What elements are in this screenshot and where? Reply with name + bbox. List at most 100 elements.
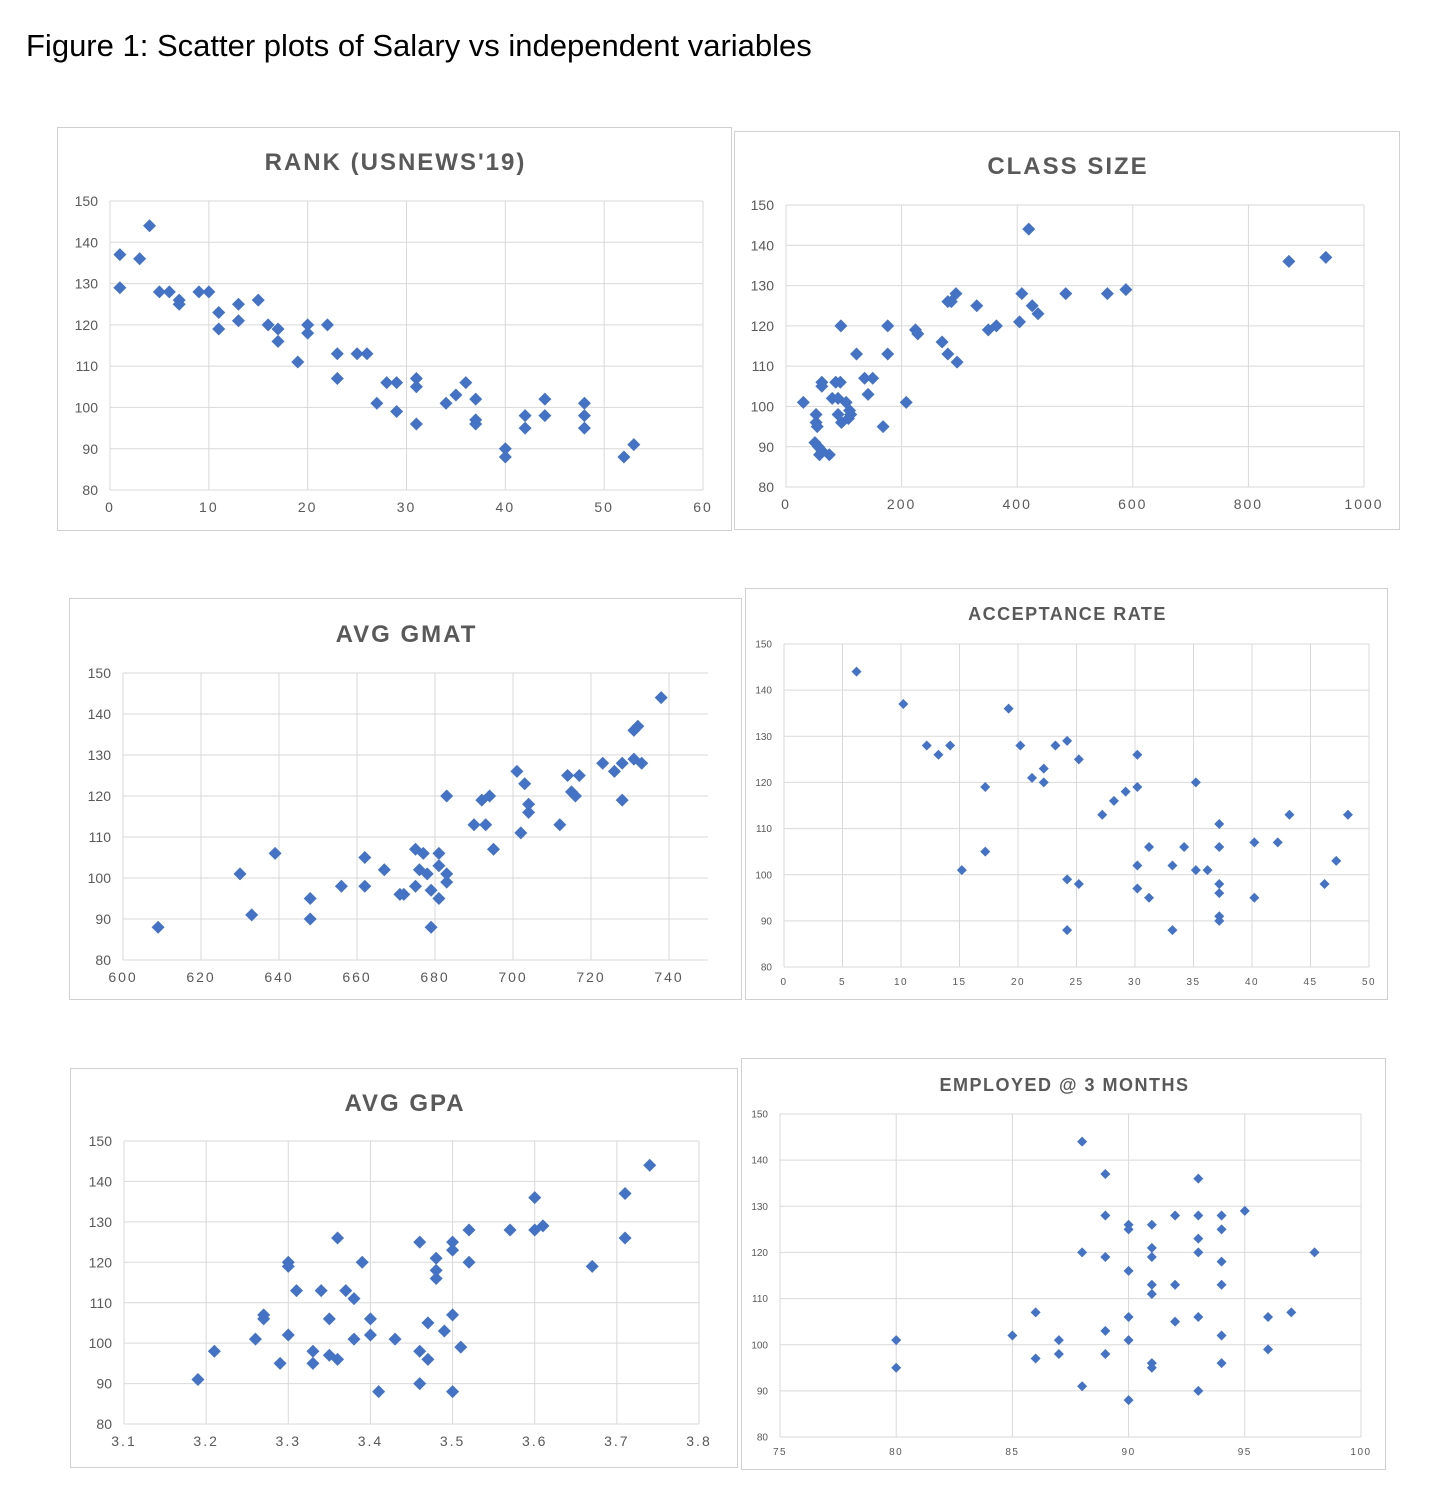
y-tick-label: 100 bbox=[755, 870, 772, 881]
data-point bbox=[911, 327, 925, 341]
data-point bbox=[233, 867, 247, 881]
data-point bbox=[1170, 1210, 1181, 1221]
y-tick-label: 130 bbox=[751, 278, 775, 294]
data-point bbox=[899, 395, 913, 409]
data-point bbox=[257, 1312, 271, 1326]
data-point bbox=[891, 1335, 902, 1346]
y-tick-label: 110 bbox=[752, 358, 775, 374]
data-point bbox=[281, 1328, 295, 1342]
chart-title: AVG GMAT bbox=[336, 621, 478, 648]
y-tick-label: 120 bbox=[88, 788, 112, 804]
data-point bbox=[933, 749, 944, 760]
x-tick-label: 60 bbox=[693, 499, 713, 515]
data-point bbox=[409, 380, 423, 394]
data-point bbox=[861, 387, 875, 401]
y-tick-label: 80 bbox=[82, 482, 98, 498]
data-point bbox=[377, 863, 391, 877]
data-point bbox=[290, 1284, 303, 1298]
data-point bbox=[487, 842, 500, 856]
x-tick-label: 3.3 bbox=[276, 1433, 301, 1449]
data-point bbox=[572, 769, 586, 782]
data-point bbox=[815, 379, 829, 393]
y-tick-label: 90 bbox=[757, 1386, 769, 1397]
data-point bbox=[462, 1255, 476, 1269]
data-point bbox=[281, 1259, 295, 1273]
data-point bbox=[429, 1263, 443, 1277]
data-point bbox=[1025, 299, 1039, 313]
data-point bbox=[1331, 855, 1342, 866]
data-point bbox=[320, 318, 334, 332]
data-point bbox=[577, 396, 591, 410]
scatter-svg: EMPLOYED @ 3 MONTHS 75 80 85 90 95 100 80 90 100 1… bbox=[751, 1075, 1370, 1458]
data-point bbox=[390, 376, 404, 390]
y-tick-label: 130 bbox=[75, 276, 99, 292]
y-tick-label: 150 bbox=[751, 1110, 768, 1121]
data-point bbox=[432, 859, 446, 873]
data-point bbox=[1100, 1348, 1111, 1359]
y-tick-label: 120 bbox=[751, 318, 775, 334]
data-point bbox=[1284, 809, 1295, 820]
data-point bbox=[303, 892, 317, 905]
data-point bbox=[202, 285, 216, 299]
data-point bbox=[350, 347, 364, 361]
data-point bbox=[1053, 1348, 1064, 1359]
data-point bbox=[1170, 1316, 1181, 1327]
data-point bbox=[615, 793, 629, 807]
y-tick-label: 110 bbox=[756, 824, 772, 835]
data-point bbox=[1050, 740, 1061, 751]
data-point bbox=[372, 1385, 386, 1399]
data-point bbox=[808, 436, 822, 450]
data-point bbox=[1286, 1307, 1297, 1318]
data-point bbox=[503, 1223, 517, 1237]
data-point bbox=[643, 1158, 657, 1172]
data-point bbox=[876, 420, 890, 434]
data-point bbox=[1030, 1307, 1041, 1318]
x-tick-label: 1000 bbox=[1344, 496, 1383, 512]
data-point bbox=[358, 851, 372, 864]
x-tick-label: 620 bbox=[186, 969, 215, 985]
x-tick-label: 50 bbox=[1362, 977, 1376, 988]
data-point bbox=[1146, 1279, 1157, 1290]
data-point bbox=[446, 1308, 460, 1322]
data-point bbox=[409, 372, 423, 386]
data-point bbox=[334, 879, 348, 893]
data-point bbox=[577, 409, 591, 423]
data-point bbox=[231, 297, 245, 311]
x-tick-label: 90 bbox=[1122, 1447, 1136, 1458]
data-point bbox=[618, 1231, 632, 1245]
x-tick-label: 40 bbox=[1245, 977, 1259, 988]
x-tick-label: 95 bbox=[1238, 1447, 1252, 1458]
x-tick-label: 10 bbox=[199, 499, 219, 515]
data-point bbox=[810, 420, 824, 434]
data-point bbox=[231, 314, 245, 328]
scatter-svg: AVG GPA 3.1 3.2 3.3 3.4 3.5 3.6 3.7 3.8 80 90 100 11… bbox=[89, 1090, 710, 1449]
data-point bbox=[1309, 1247, 1320, 1258]
chart-title: EMPLOYED @ 3 MONTHS bbox=[939, 1075, 1189, 1095]
data-point bbox=[212, 305, 226, 319]
data-point bbox=[172, 297, 186, 311]
data-point bbox=[151, 920, 165, 934]
data-point bbox=[273, 1356, 287, 1370]
x-tick-label: 20 bbox=[298, 499, 318, 515]
data-point bbox=[248, 1332, 262, 1346]
data-point bbox=[607, 764, 621, 778]
data-point bbox=[432, 846, 446, 860]
y-tick-label: 140 bbox=[75, 234, 99, 250]
data-point bbox=[498, 442, 512, 456]
data-point bbox=[331, 1352, 345, 1366]
y-tick-label: 130 bbox=[755, 732, 772, 743]
data-point bbox=[538, 409, 552, 423]
data-point bbox=[1146, 1362, 1157, 1373]
data-point bbox=[1167, 860, 1178, 871]
data-point bbox=[261, 318, 275, 332]
data-point bbox=[437, 1324, 451, 1338]
scatter-svg: RANK (USNEWS'19) 0 10 20 30 40 50 60 80 90 100 110 1… bbox=[75, 149, 713, 515]
y-tick-label: 80 bbox=[96, 1416, 112, 1432]
data-point bbox=[518, 409, 532, 423]
data-point bbox=[1193, 1210, 1204, 1221]
data-point bbox=[207, 1344, 221, 1358]
data-point bbox=[1077, 1381, 1088, 1392]
chart-panel-acceptance-rate: ACCEPTANCE RATE 0 5 10 15 20 25 30 35 40 45 50 80 90 1… bbox=[745, 588, 1388, 1000]
data-point bbox=[1249, 892, 1260, 903]
data-point bbox=[397, 887, 411, 901]
